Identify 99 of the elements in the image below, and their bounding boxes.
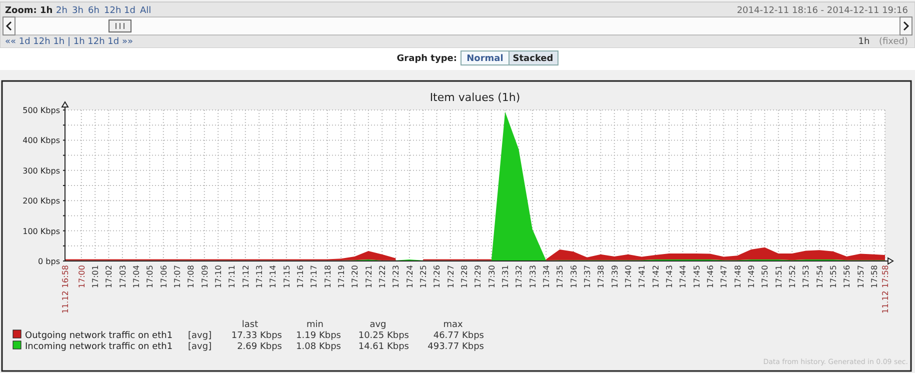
y-tick-label: 500 Kbps bbox=[22, 106, 60, 115]
x-tick-label: 17:04 bbox=[132, 265, 142, 288]
x-tick-label: 17:02 bbox=[104, 265, 114, 288]
text: «« 1d 12h 1h | 1h 12h 1d »» bbox=[5, 37, 133, 47]
x-tick-label: 17:56 bbox=[842, 265, 852, 288]
x-tick-label: 17:46 bbox=[706, 265, 716, 288]
x-tick-label: 17:17 bbox=[310, 265, 319, 288]
x-tick-label: 11.12 16:58 bbox=[61, 265, 70, 314]
text: 1.19 Kbps bbox=[296, 331, 342, 341]
x-tick-label: 17:28 bbox=[460, 265, 470, 288]
x-tick-label: 17:00 bbox=[77, 265, 86, 288]
x-tick-label: 17:48 bbox=[733, 265, 742, 288]
x-tick-label: 17:42 bbox=[651, 265, 660, 288]
x-tick-label: 17:45 bbox=[692, 265, 702, 288]
x-tick-label: 17:26 bbox=[432, 265, 442, 288]
x-tick-label: 17:23 bbox=[392, 265, 401, 288]
x-tick-label: 17:18 bbox=[323, 265, 332, 288]
y-tick-label: 400 Kbps bbox=[22, 136, 60, 146]
text: avg bbox=[370, 320, 386, 330]
x-tick-label: 17:58 bbox=[870, 265, 880, 288]
x-tick-label: 17:29 bbox=[474, 265, 483, 288]
text: 1h bbox=[40, 6, 53, 16]
x-tick-label: 17:53 bbox=[802, 265, 811, 288]
text: 6h bbox=[88, 6, 100, 16]
text: 14.61 Kbps bbox=[358, 342, 410, 352]
x-tick-label: 17:07 bbox=[173, 265, 182, 288]
x-tick-label: 17:24 bbox=[405, 265, 414, 288]
x-tick-label: 17:10 bbox=[214, 265, 224, 288]
y-tick-label: 200 Kbps bbox=[22, 196, 60, 206]
x-tick-label: 17:33 bbox=[528, 265, 538, 288]
text: 3h bbox=[72, 6, 84, 16]
x-tick-label: 17:51 bbox=[774, 265, 784, 288]
x-tick-label: 17:05 bbox=[146, 265, 155, 288]
text: 10.25 Kbps bbox=[358, 331, 410, 341]
text: 17.33 Kbps bbox=[231, 331, 282, 341]
x-tick-label: 17:19 bbox=[337, 265, 346, 288]
x-tick-label: 17:37 bbox=[583, 265, 592, 288]
x-tick-label: 17:25 bbox=[419, 265, 428, 288]
x-tick-label: 17:08 bbox=[186, 265, 196, 288]
text: max bbox=[443, 320, 464, 330]
x-tick-label: 17:36 bbox=[569, 265, 578, 288]
y-tick-label: 100 Kbps bbox=[22, 226, 60, 236]
x-tick-label: 17:50 bbox=[760, 265, 770, 288]
text: (fixed) bbox=[879, 37, 908, 47]
text: 2014-12-11 18:16 - 2014-12-11 19:16 bbox=[736, 6, 908, 16]
legend-label: Incoming network traffic on eth1 bbox=[25, 342, 173, 352]
x-tick-label: 17:31 bbox=[501, 265, 510, 288]
x-tick-label: 17:12 bbox=[241, 265, 250, 288]
x-tick-label: 17:22 bbox=[378, 265, 388, 288]
x-tick-label: 17:41 bbox=[638, 265, 647, 288]
text: 2h bbox=[56, 6, 68, 16]
text: 46.77 Kbps bbox=[433, 331, 484, 341]
x-tick-label: 17:55 bbox=[829, 265, 838, 288]
x-tick-label: 17:35 bbox=[556, 265, 565, 288]
chart-title: Item values (1h) bbox=[430, 91, 520, 104]
y-tick-label: 0 bps bbox=[38, 257, 60, 266]
x-tick-label: 17:27 bbox=[446, 265, 456, 288]
x-tick-label: 11.12 17:58 bbox=[881, 265, 890, 314]
text: Stacked bbox=[512, 54, 554, 64]
x-tick-label: 17:11 bbox=[228, 265, 237, 288]
x-tick-label: 17:16 bbox=[296, 265, 306, 288]
x-tick-label: 17:01 bbox=[91, 265, 100, 288]
x-tick-label: 17:38 bbox=[596, 265, 606, 288]
text: 1.08 Kbps bbox=[296, 342, 342, 352]
y-tick-label: 300 Kbps bbox=[22, 166, 60, 176]
text: last bbox=[242, 320, 259, 330]
x-tick-label: 17:57 bbox=[856, 265, 866, 288]
x-tick-label: 17:49 bbox=[747, 265, 756, 288]
text: 1d bbox=[124, 6, 136, 16]
legend-label: Outgoing network traffic on eth1 bbox=[25, 331, 173, 341]
text: 1h bbox=[858, 37, 870, 47]
x-tick-label: 17:43 bbox=[665, 265, 674, 288]
text: min bbox=[306, 320, 324, 330]
text: [avg] bbox=[188, 342, 212, 352]
x-tick-label: 17:06 bbox=[159, 265, 168, 288]
text: [avg] bbox=[188, 331, 212, 341]
x-tick-label: 17:14 bbox=[268, 265, 278, 288]
text: Graph type: bbox=[396, 54, 457, 64]
x-tick-label: 17:39 bbox=[610, 265, 620, 288]
x-tick-label: 17:52 bbox=[788, 265, 798, 288]
x-tick-label: 17:13 bbox=[255, 265, 264, 288]
x-tick-label: 17:44 bbox=[678, 265, 688, 288]
text: Zoom: bbox=[5, 6, 37, 16]
x-tick-label: 17:21 bbox=[364, 265, 374, 288]
x-tick-label: 17:30 bbox=[487, 265, 496, 288]
x-tick-label: 17:09 bbox=[200, 265, 210, 288]
text: 2.69 Kbps bbox=[237, 342, 282, 352]
x-tick-label: 17:54 bbox=[815, 265, 824, 288]
x-tick-label: 17:34 bbox=[542, 265, 552, 288]
text: Normal bbox=[466, 54, 504, 64]
x-tick-label: 17:32 bbox=[514, 265, 524, 288]
text: 12h bbox=[104, 6, 122, 16]
x-tick-label: 17:20 bbox=[350, 265, 360, 288]
x-tick-label: 17:40 bbox=[624, 265, 634, 288]
x-tick-label: 17:03 bbox=[118, 265, 128, 288]
x-tick-label: 17:15 bbox=[282, 265, 292, 288]
x-tick-label: 17:47 bbox=[720, 265, 729, 288]
text: 493.77 Kbps bbox=[428, 342, 484, 352]
text: All bbox=[140, 6, 152, 16]
